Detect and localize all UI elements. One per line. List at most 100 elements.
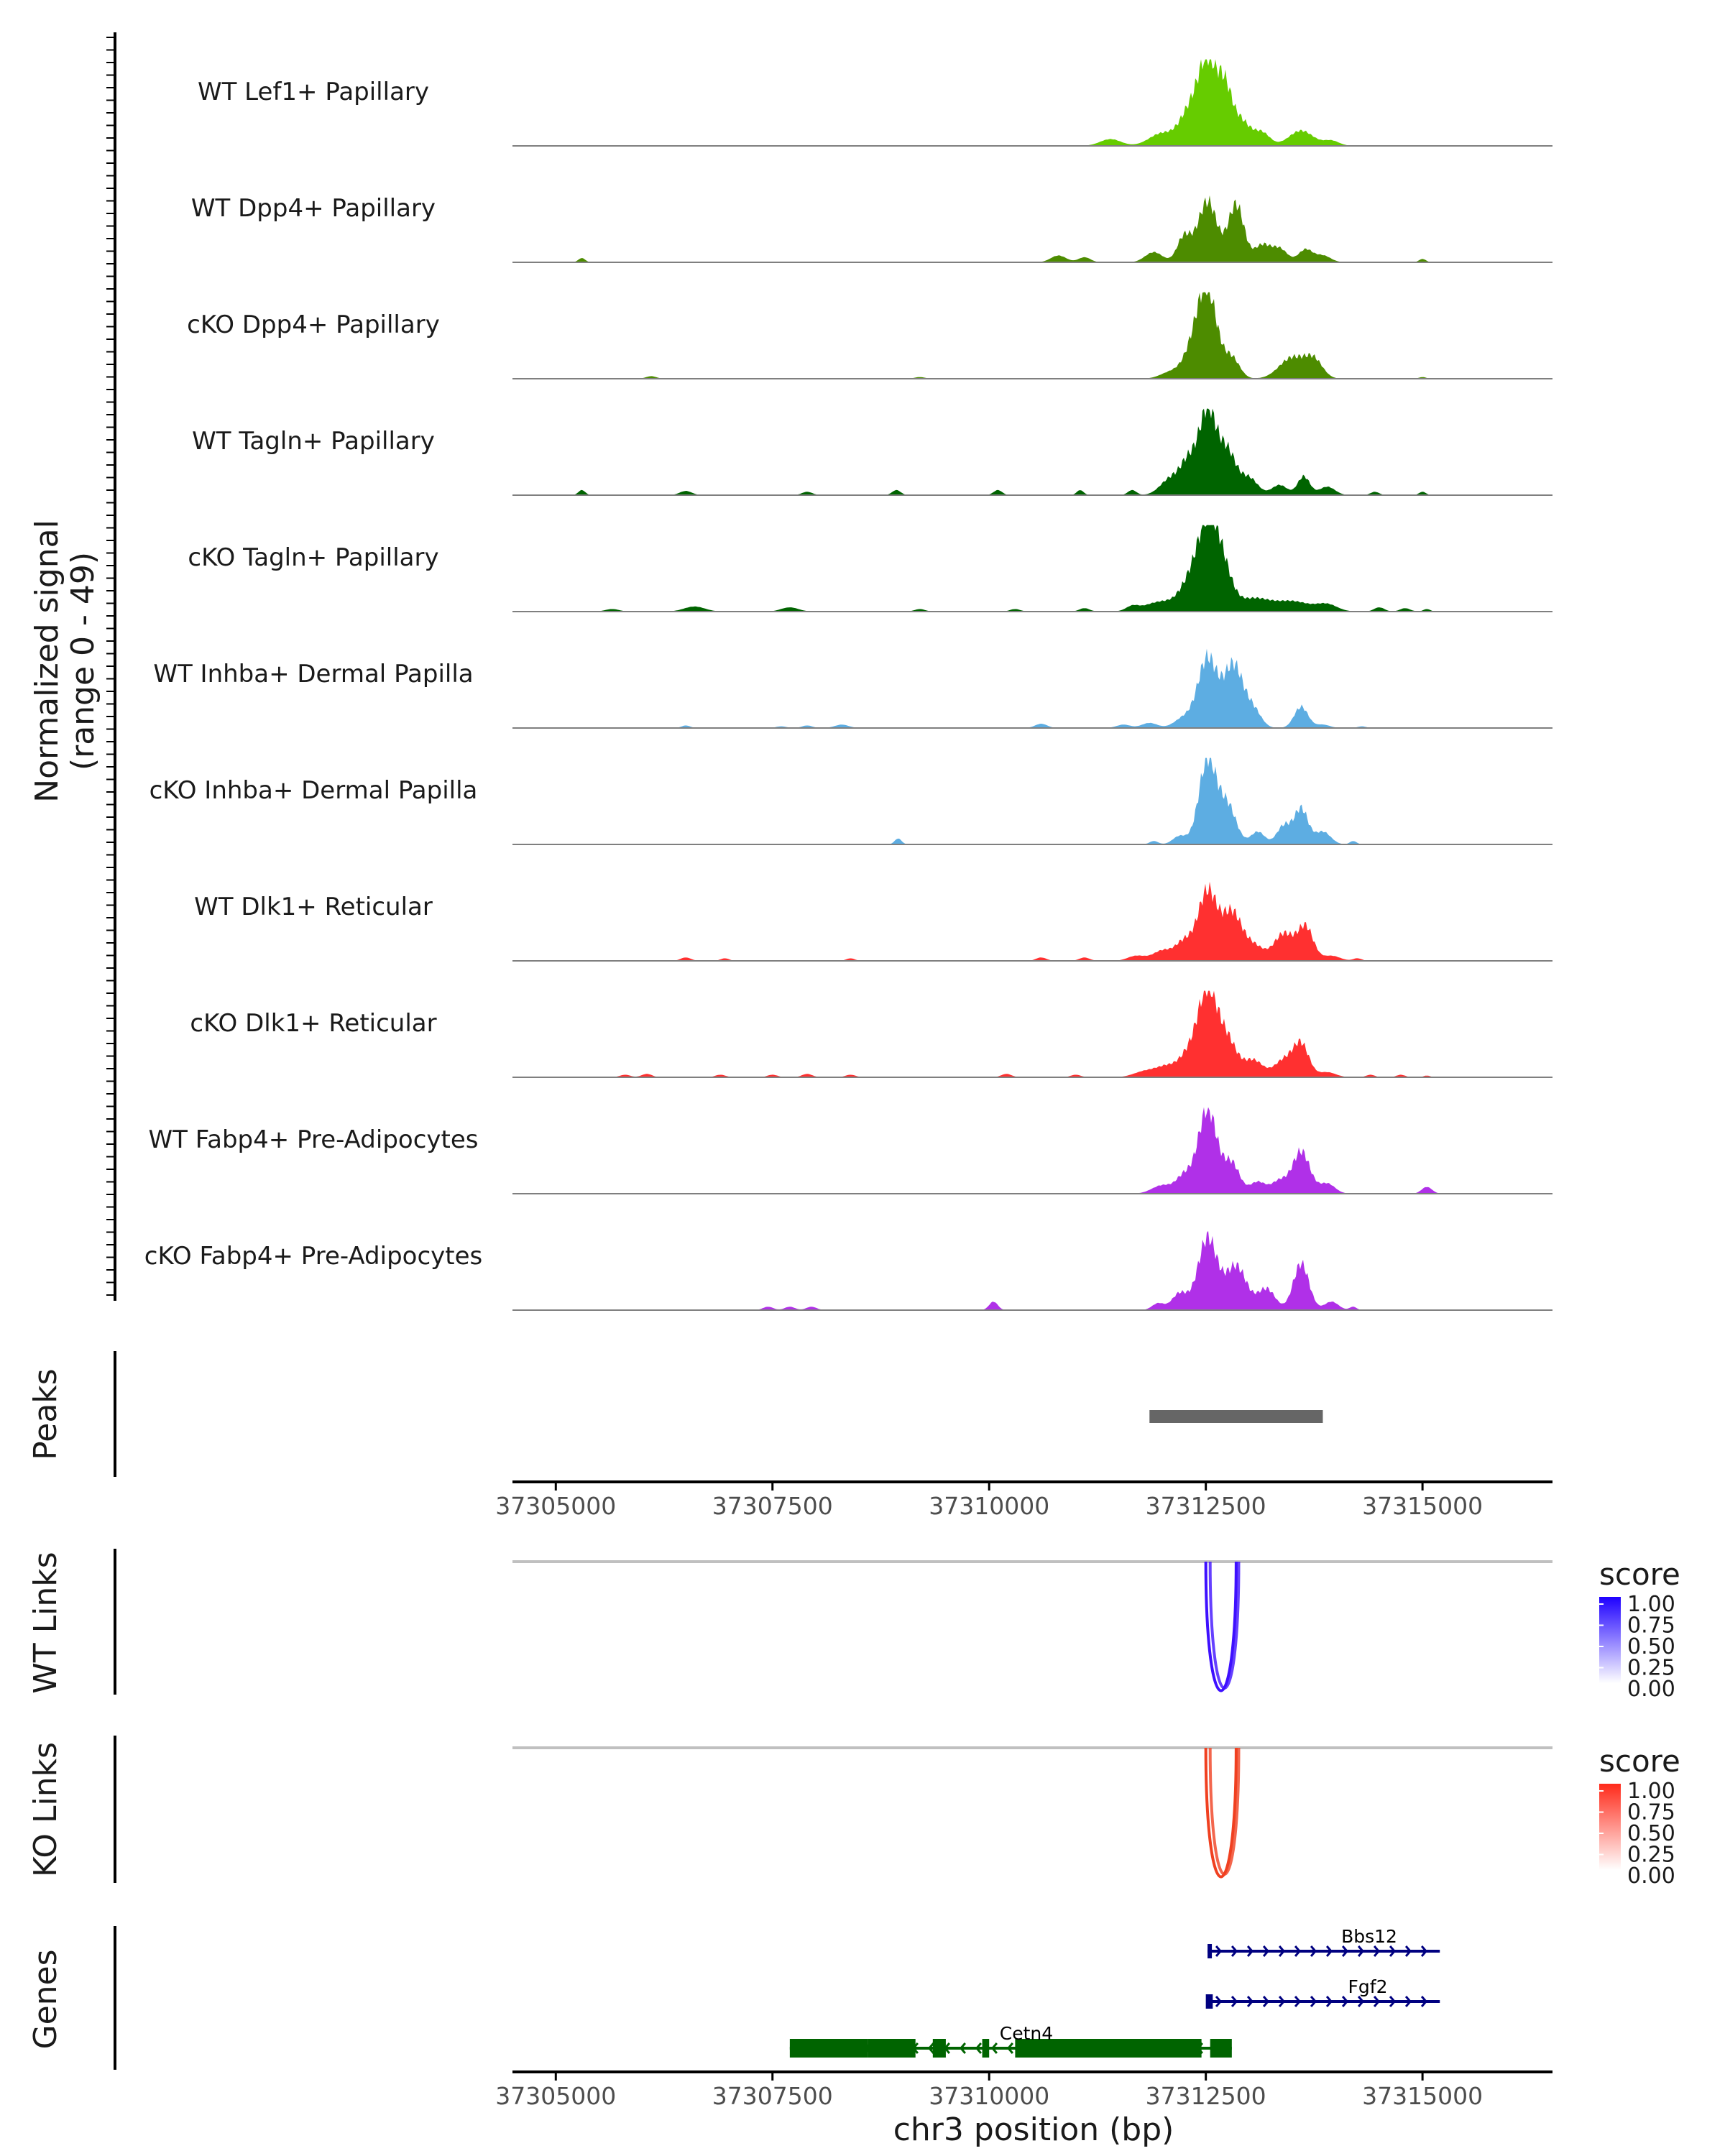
gene-exon [1015,2039,1202,2058]
legend-colorbar [1599,1597,1621,1683]
strand-arrow [1373,1945,1381,1957]
strand-arrow [1389,1996,1397,2007]
gene-exon [789,2039,868,2058]
legend-label: 0.25 [1627,1656,1675,1681]
legend-label: 0.25 [1627,1843,1675,1868]
strand-arrow [1246,1945,1254,1957]
coverage-panel: Normalized signal (range 0 - 49) WT Lef1… [29,32,1552,1311]
genes-marks: Bbs12 Fgf2 Cetn4 [789,1926,1440,2058]
strand-arrow [927,2042,935,2054]
coverage-area [512,408,1552,495]
axis-tick-label: 37315000 [1362,1492,1483,1520]
peaks-marks [1149,1410,1323,1423]
legend-wt: score 1.000.750.500.250.00 [1599,1557,1680,1702]
legend-label: 0.50 [1627,1634,1675,1659]
legend-label: 0.75 [1627,1613,1675,1639]
peaks-panel: Peaks 37305000 37307500 37310000 37312500 37… [27,1351,1552,1520]
strand-arrow [1310,1945,1317,1957]
track-label: cKO Dlk1+ Reticular [190,1009,436,1038]
strand-arrow [990,2042,998,2054]
coverage-area [512,990,1552,1077]
strand-arrow [1278,1996,1286,2007]
coverage-y-range-label: (range 0 - 49) [65,552,101,770]
axis-tick-label: 37312500 [1146,1492,1266,1520]
links-panel-wt: WT Links score 1.000.750.500.250.00 [27,1549,1680,1702]
coverage-track: WT Tagln+ Papillary [192,408,1552,496]
peak-bar [1149,1410,1323,1423]
coverage-area [512,1107,1552,1194]
strand-arrow [1294,1945,1302,1957]
coverage-area [512,648,1552,728]
gene-exon [1208,1944,1213,1958]
legend-wt-title: score [1599,1557,1680,1592]
axis-tick-label: 37312500 [1146,2082,1266,2110]
coverage-track: cKO Fabp4+ Pre-Adipocytes [144,1230,1552,1311]
strand-arrow [1420,1945,1428,1957]
strand-arrow [1294,1996,1302,2007]
track-label: WT Lef1+ Papillary [198,78,429,106]
coverage-area [512,195,1552,262]
link-arc [1204,1747,1238,1879]
strand-arrow [1215,1945,1223,1957]
strand-arrow [1404,1945,1412,1957]
axis-tick-label: 37307500 [712,2082,833,2110]
strand-arrow [975,2042,983,2054]
strand-arrow [1215,1996,1223,2007]
links-ko-marks [512,1746,1552,1879]
strand-arrow [1006,2042,1014,2054]
coverage-track: WT Inhba+ Dermal Papilla [153,648,1552,729]
gene-cetn4: Cetn4 [789,2023,1232,2058]
track-label: WT Dpp4+ Papillary [191,194,436,223]
strand-arrow [1262,1996,1270,2007]
links-wt-marks [512,1560,1552,1692]
coverage-area [512,757,1552,844]
gene-exon [1205,1994,1213,2009]
strand-arrow [1420,1996,1428,2007]
coverage-y-ticks [106,37,115,1296]
track-label: cKO Tagln+ Papillary [188,543,438,572]
coverage-track: WT Fabp4+ Pre-Adipocytes [149,1107,1552,1194]
axis-tick-label: 37315000 [1362,2082,1483,2110]
legend-label: 0.00 [1627,1677,1675,1702]
link-arc [1208,1747,1241,1876]
strand-arrow [1246,1996,1254,2007]
legend-ko-title: score [1599,1743,1680,1779]
strand-arrow [1389,1945,1397,1957]
gene-label: Cetn4 [1000,2023,1053,2044]
legend-ko: score 1.000.750.500.250.00 [1599,1743,1680,1889]
gene-bbs12: Bbs12 [1208,1926,1440,1958]
coverage-track: cKO Dlk1+ Reticular [190,990,1552,1078]
gene-exon [1210,2039,1232,2058]
gene-fgf2: Fgf2 [1205,1976,1440,2009]
track-label: cKO Dpp4+ Papillary [187,310,440,339]
strand-arrow [1404,1996,1412,2007]
coverage-y-label: Normalized signal [29,520,65,803]
track-label: cKO Inhba+ Dermal Papilla [150,776,478,805]
x-axis-bottom: 37305000 37307500 37310000 37312500 37315000 [495,2070,1552,2110]
track-label: WT Dlk1+ Reticular [194,893,433,921]
axis-tick-label: 37305000 [495,1492,616,1520]
strand-arrow [1357,1945,1365,1957]
strand-arrow [1278,1945,1286,1957]
legend-label: 0.00 [1627,1864,1675,1889]
links-wt-label: WT Links [27,1552,64,1693]
coverage-area [512,525,1552,612]
coverage-area [512,292,1552,379]
track-label: WT Tagln+ Papillary [192,427,435,456]
coverage-track: WT Dlk1+ Reticular [194,881,1552,962]
strand-arrow [1357,1996,1365,2007]
gene-exon [932,2039,946,2058]
strand-arrow [1341,1996,1349,2007]
strand-arrow [1230,1945,1238,1957]
axis-tick-label: 37307500 [712,1492,833,1520]
links-panel-ko: KO Links score 1.000.750.500.250.00 [27,1736,1680,1889]
strand-arrow [1262,1945,1270,1957]
coverage-track: WT Lef1+ Papillary [198,59,1552,147]
coverage-area [512,881,1552,961]
coverage-area [512,59,1552,146]
x-axis-top: 37305000 37307500 37310000 37312500 37315000 [495,1480,1552,1520]
coverage-track: WT Dpp4+ Papillary [191,194,1552,263]
strand-arrow [1341,1945,1349,1957]
